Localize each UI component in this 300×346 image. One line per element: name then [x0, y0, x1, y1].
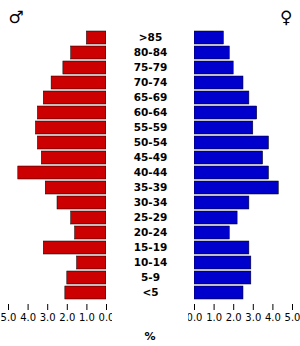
svg-text:5-9: 5-9 [141, 271, 160, 283]
svg-text:<5: <5 [142, 286, 158, 298]
svg-text:70-74: 70-74 [134, 76, 168, 88]
svg-text:15-19: 15-19 [134, 241, 168, 253]
svg-text:60-64: 60-64 [134, 106, 168, 118]
svg-text:75-79: 75-79 [134, 61, 168, 73]
svg-text:10-14: 10-14 [134, 256, 168, 268]
svg-text:0.0: 0.0 [99, 312, 112, 323]
svg-text:♂: ♂ [9, 7, 24, 27]
svg-text:2.0: 2.0 [59, 312, 75, 323]
svg-text:3.0: 3.0 [245, 312, 261, 323]
svg-text:0.0: 0.0 [188, 312, 202, 323]
svg-text:30-34: 30-34 [134, 196, 168, 208]
svg-text:45-49: 45-49 [134, 151, 168, 163]
svg-text:80-84: 80-84 [134, 46, 168, 58]
svg-text:4.0: 4.0 [265, 312, 281, 323]
svg-text:25-29: 25-29 [134, 211, 168, 223]
svg-text:55-59: 55-59 [134, 121, 168, 133]
svg-text:65-69: 65-69 [134, 91, 168, 103]
svg-text:1.0: 1.0 [206, 312, 222, 323]
svg-text:20-24: 20-24 [134, 226, 168, 238]
svg-text:2.0: 2.0 [226, 312, 242, 323]
svg-text:1.0: 1.0 [79, 312, 95, 323]
svg-text:3.0: 3.0 [40, 312, 56, 323]
svg-text:40-44: 40-44 [134, 166, 168, 178]
svg-text:♀: ♀ [280, 7, 292, 27]
svg-text:35-39: 35-39 [134, 181, 168, 193]
svg-text:5.0: 5.0 [285, 312, 300, 323]
svg-text:50-54: 50-54 [134, 136, 168, 148]
svg-text:4.0: 4.0 [20, 312, 36, 323]
svg-text:>85: >85 [139, 31, 162, 43]
svg-text:5.0: 5.0 [1, 312, 17, 323]
